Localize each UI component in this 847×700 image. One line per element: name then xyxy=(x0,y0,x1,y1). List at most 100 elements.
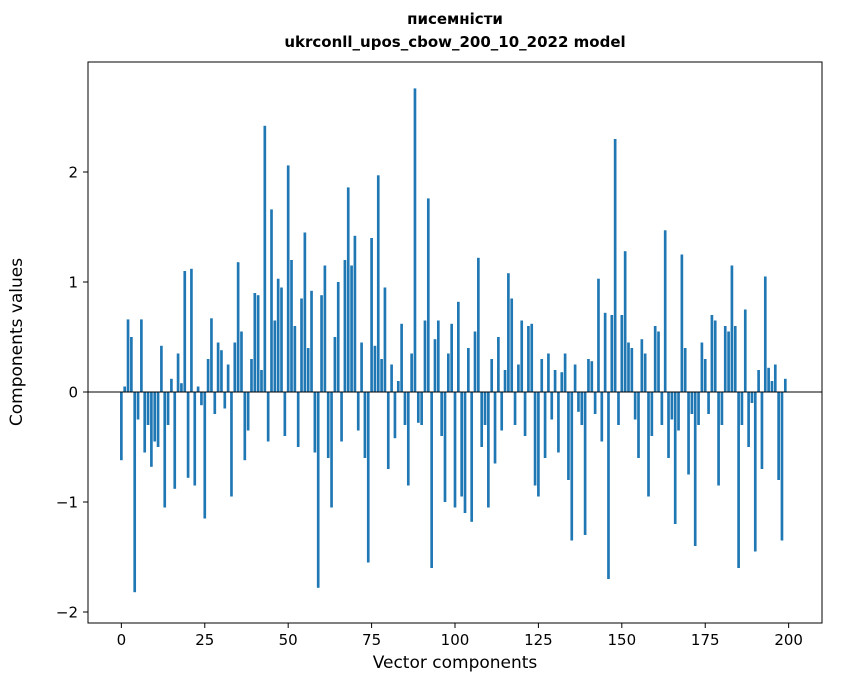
bar xyxy=(390,364,393,392)
y-tick-label: 2 xyxy=(68,163,78,181)
bar xyxy=(697,392,700,425)
bar xyxy=(213,392,217,414)
bar xyxy=(763,276,767,392)
bar xyxy=(226,364,230,392)
bar xyxy=(343,260,347,392)
bar xyxy=(273,320,277,392)
bar xyxy=(687,392,690,475)
bar xyxy=(340,392,343,442)
bar xyxy=(570,392,574,541)
bar xyxy=(673,392,677,524)
x-tick-label: 75 xyxy=(362,631,381,649)
bar xyxy=(220,350,223,392)
bar xyxy=(120,392,123,461)
bar xyxy=(346,187,350,392)
bar xyxy=(753,392,757,552)
x-tick-label: 0 xyxy=(117,631,127,649)
bar xyxy=(436,320,440,392)
bar xyxy=(373,345,377,392)
bar xyxy=(503,370,507,392)
bar xyxy=(423,320,427,392)
chart-title-line2: ukrconll_upos_cbow_200_10_2022 model xyxy=(284,33,625,51)
chart-title-line1: писемністи xyxy=(407,10,503,28)
bar xyxy=(550,392,554,420)
bar xyxy=(173,392,177,489)
bar xyxy=(266,392,270,442)
bar xyxy=(386,392,390,469)
bar xyxy=(306,348,310,392)
y-tick-label: −1 xyxy=(56,493,78,511)
bar xyxy=(376,175,380,392)
bar xyxy=(310,290,313,392)
bar xyxy=(400,323,403,392)
y-tick-label: 1 xyxy=(68,273,78,291)
x-axis-label: Vector components xyxy=(373,653,538,673)
bar xyxy=(663,230,667,392)
bar xyxy=(670,392,674,420)
x-tick-label: 25 xyxy=(195,631,214,649)
bar xyxy=(600,392,604,442)
bar xyxy=(630,348,634,392)
bar xyxy=(537,392,540,497)
y-tick-label: 0 xyxy=(68,383,78,401)
bar xyxy=(446,353,450,392)
bar xyxy=(393,392,397,439)
bar xyxy=(690,392,694,414)
bar xyxy=(773,364,777,392)
bar xyxy=(580,392,584,425)
bar xyxy=(420,392,423,425)
bar xyxy=(156,392,160,447)
bar xyxy=(517,364,520,392)
bar xyxy=(523,392,527,436)
bar xyxy=(747,392,750,447)
bar xyxy=(370,238,373,392)
bar xyxy=(150,392,153,467)
bar xyxy=(453,392,457,508)
bar xyxy=(577,392,580,412)
bar xyxy=(733,326,737,392)
bar xyxy=(196,386,200,392)
bar xyxy=(403,392,407,425)
bar xyxy=(597,278,600,392)
bar xyxy=(677,392,680,431)
bar xyxy=(353,235,357,392)
bar xyxy=(183,271,187,392)
bar xyxy=(286,165,290,392)
bar xyxy=(380,359,383,392)
bar xyxy=(730,265,734,392)
bar xyxy=(470,392,474,522)
bar xyxy=(230,392,233,497)
bar xyxy=(547,353,550,392)
x-tick-label: 200 xyxy=(774,631,803,649)
bar xyxy=(290,260,293,392)
bar xyxy=(333,337,337,392)
bar xyxy=(163,392,167,508)
bar xyxy=(190,268,193,392)
bar xyxy=(166,392,170,425)
bar xyxy=(246,392,250,431)
bar xyxy=(607,392,610,579)
bar xyxy=(366,392,370,563)
bar xyxy=(710,315,714,392)
bar xyxy=(513,392,517,425)
bar xyxy=(480,392,484,447)
bar xyxy=(203,392,207,519)
bar xyxy=(603,312,607,392)
bar xyxy=(270,209,273,392)
bar xyxy=(406,392,410,486)
bar xyxy=(433,339,437,392)
bars-group xyxy=(120,88,787,593)
bar xyxy=(396,381,400,392)
bar xyxy=(176,353,180,392)
bar xyxy=(527,326,530,392)
bar xyxy=(727,331,730,392)
bar xyxy=(473,331,477,392)
bar xyxy=(256,295,260,392)
bar xyxy=(567,392,570,480)
bar xyxy=(740,392,744,425)
bar xyxy=(717,392,720,486)
bar xyxy=(640,339,644,392)
bar xyxy=(126,319,130,392)
